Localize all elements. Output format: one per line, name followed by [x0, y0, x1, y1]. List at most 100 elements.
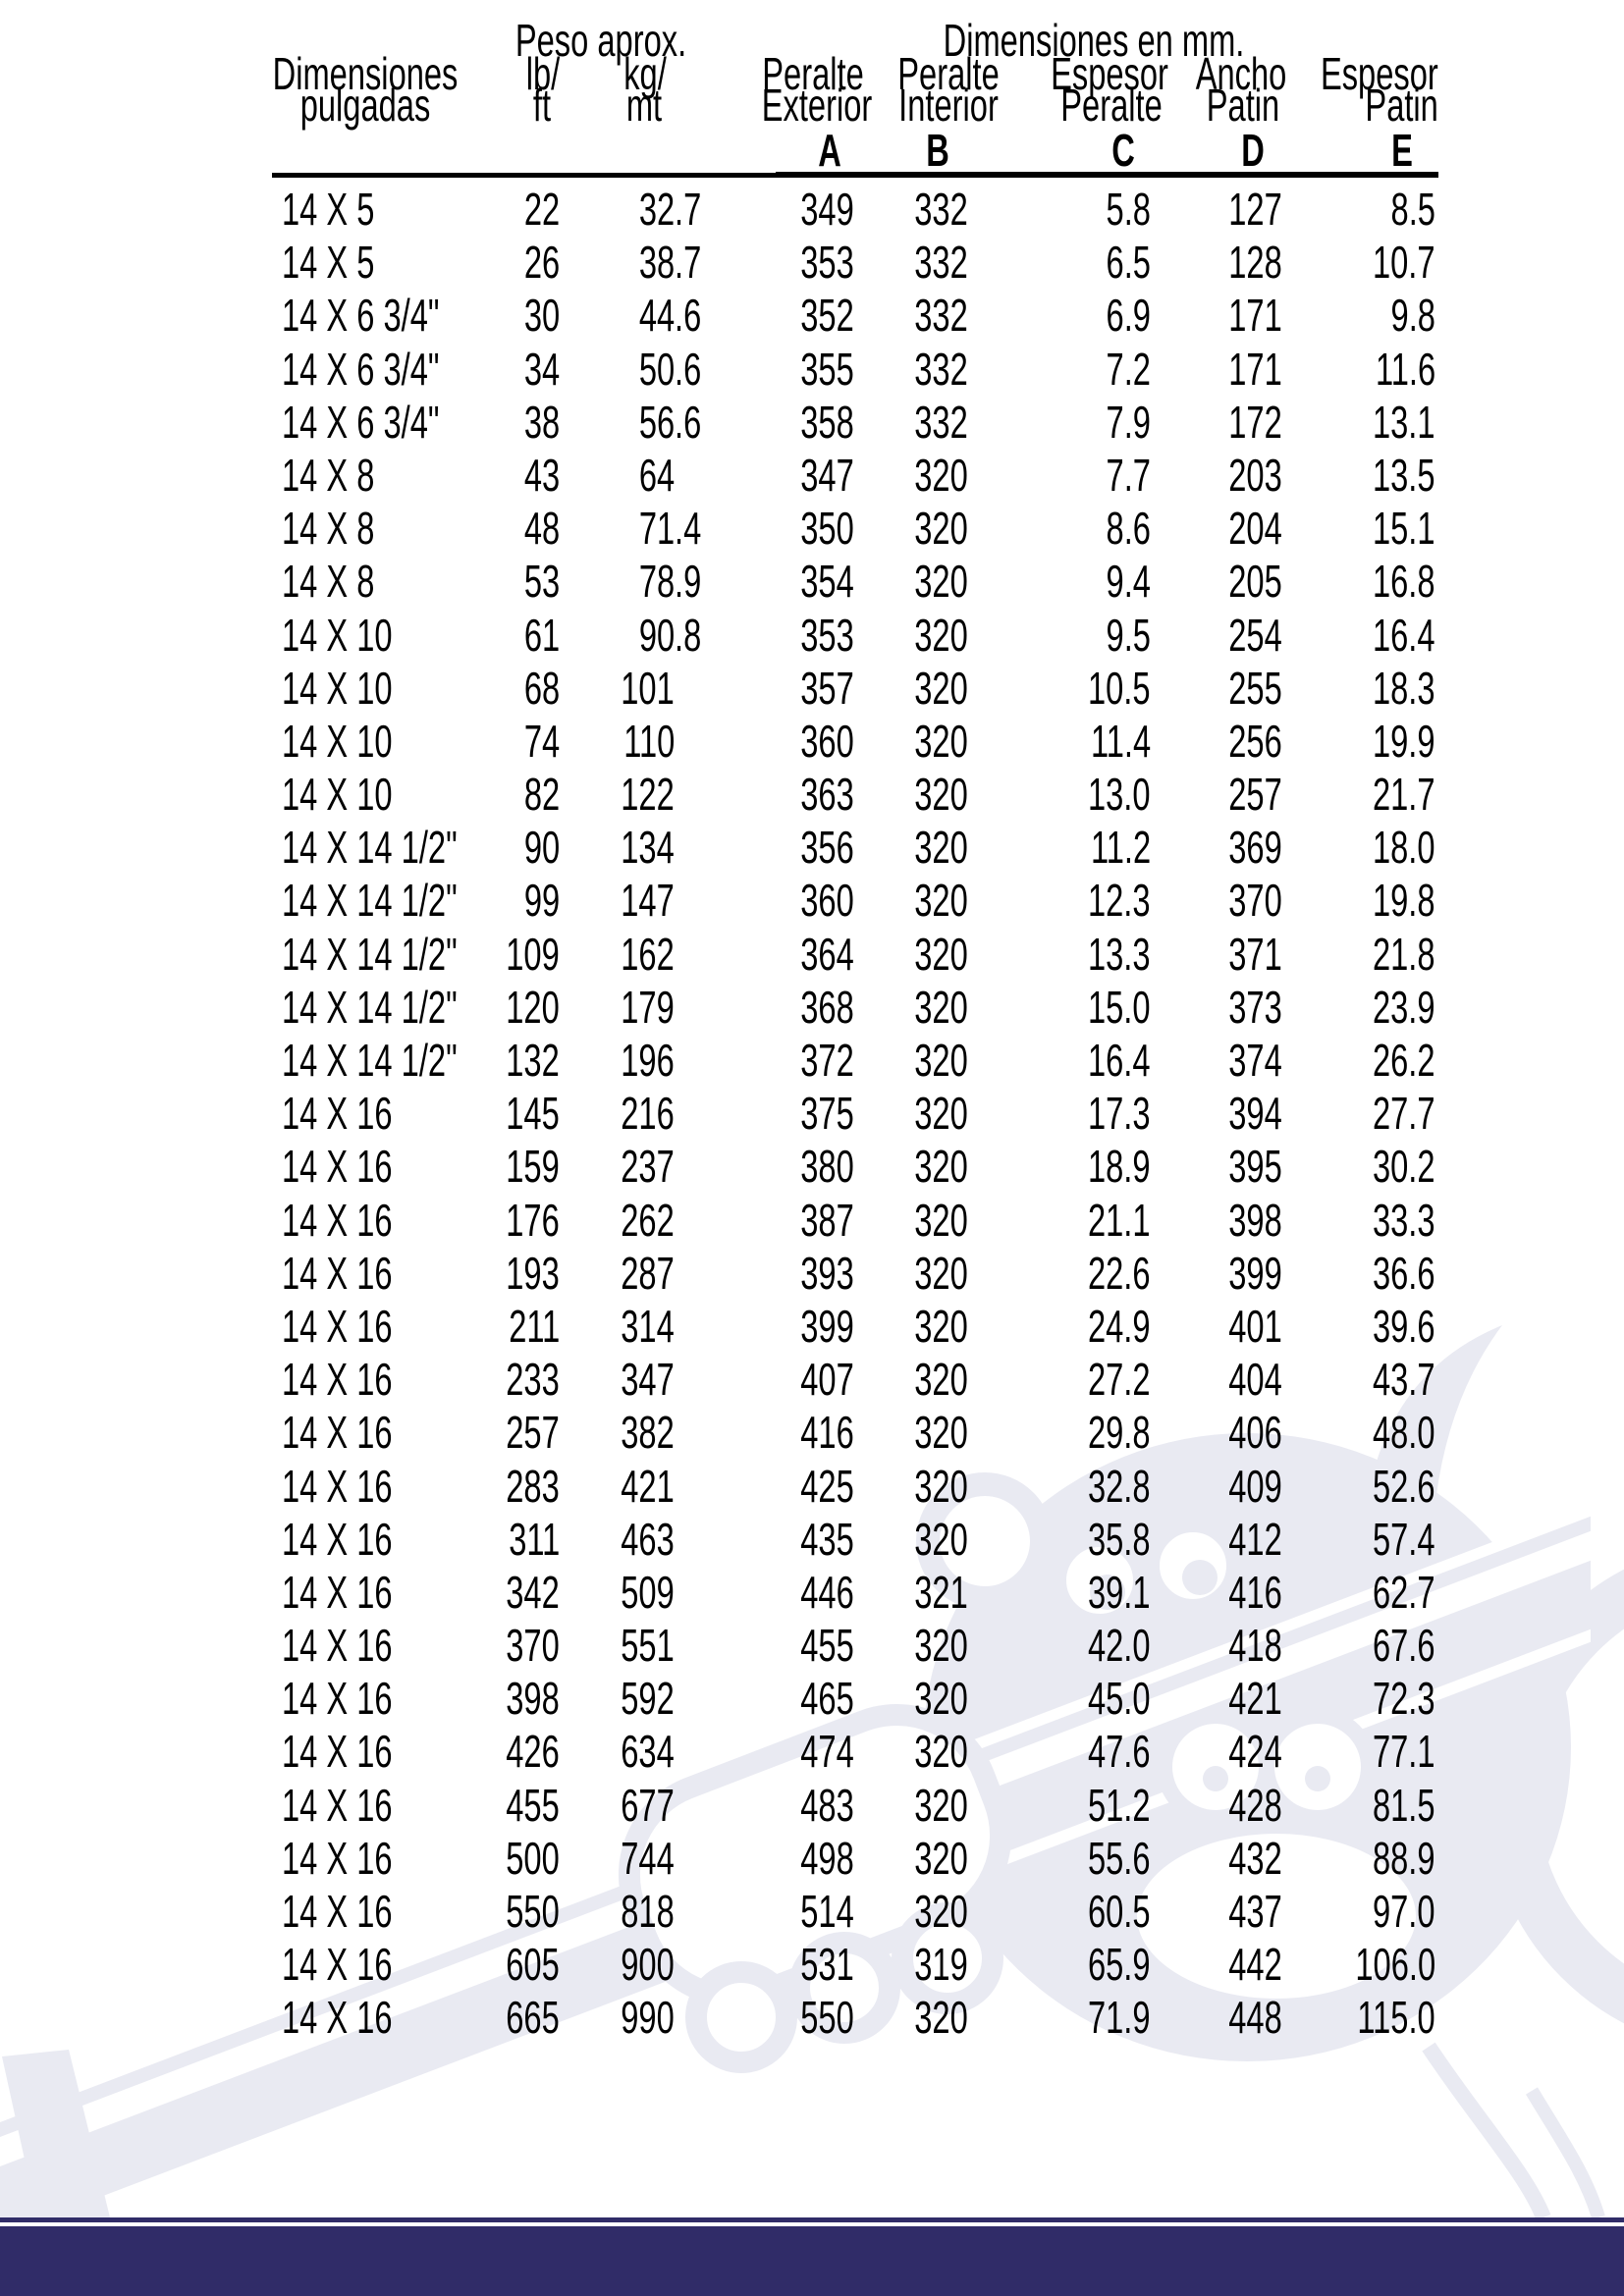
kg-mt-cell: 900: [621, 1939, 675, 1991]
kg-mt-cell: 44.6: [638, 290, 702, 342]
espesor-patin-cell: 30.2: [1373, 1141, 1435, 1193]
table-row: 14 X 16 500 744 498 320 55.6 432 88.9: [272, 1832, 1438, 1885]
table-row: 14 X 16 426 634 474 320 47.6 424 77.1: [272, 1725, 1438, 1778]
espesor-peralte-cell: 13.3: [1088, 928, 1151, 980]
espesor-patin-cell: 21.7: [1373, 769, 1435, 821]
espesor-patin-cell: 43.7: [1373, 1354, 1435, 1406]
ancho-patin-cell: 255: [1228, 662, 1282, 714]
peralte-exterior-cell: 360: [800, 875, 854, 927]
kg-mt-cell: 463: [621, 1513, 675, 1565]
table-row: 14 X 16 342 509 446 321 39.1 416 62.7: [272, 1566, 1438, 1619]
left-strip: [2, 2050, 110, 2217]
table-row: 14 X 6 3/4" 30 44.6 352 332 6.9 171 9.8: [272, 289, 1438, 342]
peralte-exterior-cell: 531: [800, 1939, 854, 1991]
col-header-peralte-a: Peralte: [762, 48, 864, 99]
table-row: 14 X 14 1/2" 90 134 356 320 11.2 369 18.0: [272, 821, 1438, 874]
kg-mt-cell: 421: [621, 1460, 675, 1512]
kg-mt-cell: 592: [621, 1673, 675, 1725]
lb-ft-cell: 398: [506, 1673, 560, 1725]
peralte-exterior-cell: 350: [800, 503, 854, 555]
table-row: 14 X 10 61 90.8 353 320 9.5 254 16.4: [272, 609, 1438, 662]
ear-ring: [916, 1472, 1054, 1610]
ancho-patin-cell: 369: [1228, 822, 1282, 874]
peralte-exterior-cell: 368: [800, 981, 854, 1033]
espesor-patin-cell: 18.3: [1373, 662, 1435, 714]
table-row: 14 X 16 193 287 393 320 22.6 399 36.6: [272, 1247, 1438, 1300]
peralte-interior-cell: 320: [914, 556, 968, 608]
peralte-exterior-cell: 455: [800, 1620, 854, 1672]
footer-thin-line: [0, 2217, 1624, 2222]
table-row: 14 X 14 1/2" 132 196 372 320 16.4 374 26.2: [272, 1034, 1438, 1087]
espesor-peralte-cell: 22.6: [1088, 1247, 1151, 1299]
kg-mt-cell: 382: [621, 1407, 675, 1459]
dimensiones-cell: 14 X 16: [282, 1141, 393, 1193]
kg-mt-cell: 90.8: [638, 609, 702, 661]
ancho-patin-cell: 371: [1228, 928, 1282, 980]
dimensiones-cell: 14 X 6 3/4": [282, 290, 440, 342]
ancho-patin-cell: 128: [1228, 237, 1282, 289]
ancho-patin-cell: 398: [1228, 1194, 1282, 1246]
peralte-exterior-cell: 380: [800, 1141, 854, 1193]
dimensiones-cell: 14 X 16: [282, 1566, 393, 1618]
lb-ft-cell: 34: [523, 343, 560, 395]
espesor-patin-cell: 77.1: [1373, 1726, 1435, 1778]
ancho-patin-cell: 171: [1228, 343, 1282, 395]
ancho-patin-cell: 204: [1228, 503, 1282, 555]
lb-ft-cell: 22: [523, 184, 560, 235]
dimensions-table: Peso aprox. Dimensiones en mm. Dimension…: [272, 0, 1438, 2061]
kg-mt-cell: 314: [621, 1300, 675, 1352]
peralte-interior-cell: 320: [914, 1194, 968, 1246]
dimensiones-cell: 14 X 10: [282, 662, 393, 714]
dimensiones-cell: 14 X 5: [282, 237, 375, 289]
peralte-interior-cell: 332: [914, 184, 968, 235]
ancho-patin-cell: 203: [1228, 449, 1282, 501]
peralte-exterior-cell: 514: [800, 1886, 854, 1937]
table-row: 14 X 16 159 237 380 320 18.9 395 30.2: [272, 1140, 1438, 1193]
espesor-patin-cell: 13.5: [1373, 449, 1435, 501]
espesor-peralte-cell: 9.5: [1106, 609, 1151, 661]
kg-mt-cell: 32.7: [638, 184, 702, 235]
peralte-exterior-cell: 364: [800, 928, 854, 980]
espesor-peralte-cell: 6.9: [1106, 290, 1151, 342]
espesor-peralte-cell: 17.3: [1088, 1088, 1151, 1140]
peralte-interior-cell: 320: [914, 822, 968, 874]
col-header-peralte-c: Peralte: [1060, 80, 1163, 131]
peralte-exterior-cell: 372: [800, 1035, 854, 1086]
dimensiones-cell: 14 X 10: [282, 715, 393, 767]
peralte-interior-cell: 332: [914, 396, 968, 448]
dimensiones-cell: 14 X 16: [282, 1726, 393, 1778]
kg-mt-cell: 509: [621, 1566, 675, 1618]
ancho-patin-cell: 442: [1228, 1939, 1282, 1991]
table-row: 14 X 10 82 122 363 320 13.0 257 21.7: [272, 768, 1438, 821]
header-rule-right: [776, 172, 1438, 178]
peralte-interior-cell: 320: [914, 1513, 968, 1565]
col-letter-e: E: [1391, 125, 1413, 176]
espesor-patin-cell: 81.5: [1373, 1779, 1435, 1831]
espesor-peralte-cell: 51.2: [1088, 1779, 1151, 1831]
espesor-patin-cell: 52.6: [1373, 1460, 1435, 1512]
kg-mt-cell: 122: [621, 769, 675, 821]
peralte-interior-cell: 320: [914, 1300, 968, 1352]
dimensiones-cell: 14 X 16: [282, 1779, 393, 1831]
mascot-grin: [1121, 1818, 1432, 2014]
dimensiones-cell: 14 X 16: [282, 1354, 393, 1406]
dimensiones-cell: 14 X 16: [282, 1088, 393, 1140]
lb-ft-cell: 120: [506, 981, 560, 1033]
peralte-interior-cell: 320: [914, 1886, 968, 1937]
peralte-interior-cell: 320: [914, 769, 968, 821]
ancho-patin-cell: 256: [1228, 715, 1282, 767]
ancho-patin-cell: 257: [1228, 769, 1282, 821]
lb-ft-cell: 211: [508, 1300, 560, 1352]
espesor-patin-cell: 23.9: [1373, 981, 1435, 1033]
peralte-exterior-cell: 387: [800, 1194, 854, 1246]
peralte-exterior-cell: 352: [800, 290, 854, 342]
footer-navy-bar: [0, 2226, 1624, 2296]
table-row: 14 X 10 68 101 357 320 10.5 255 18.3: [272, 662, 1438, 715]
dimensiones-cell: 14 X 14 1/2": [282, 928, 458, 980]
col-header-dimensiones-1: Dimensiones: [272, 48, 459, 99]
espesor-patin-cell: 11.6: [1375, 343, 1435, 395]
dimensiones-cell: 14 X 16: [282, 1673, 393, 1725]
kg-mt-cell: 818: [621, 1886, 675, 1937]
peralte-interior-cell: 320: [914, 1247, 968, 1299]
